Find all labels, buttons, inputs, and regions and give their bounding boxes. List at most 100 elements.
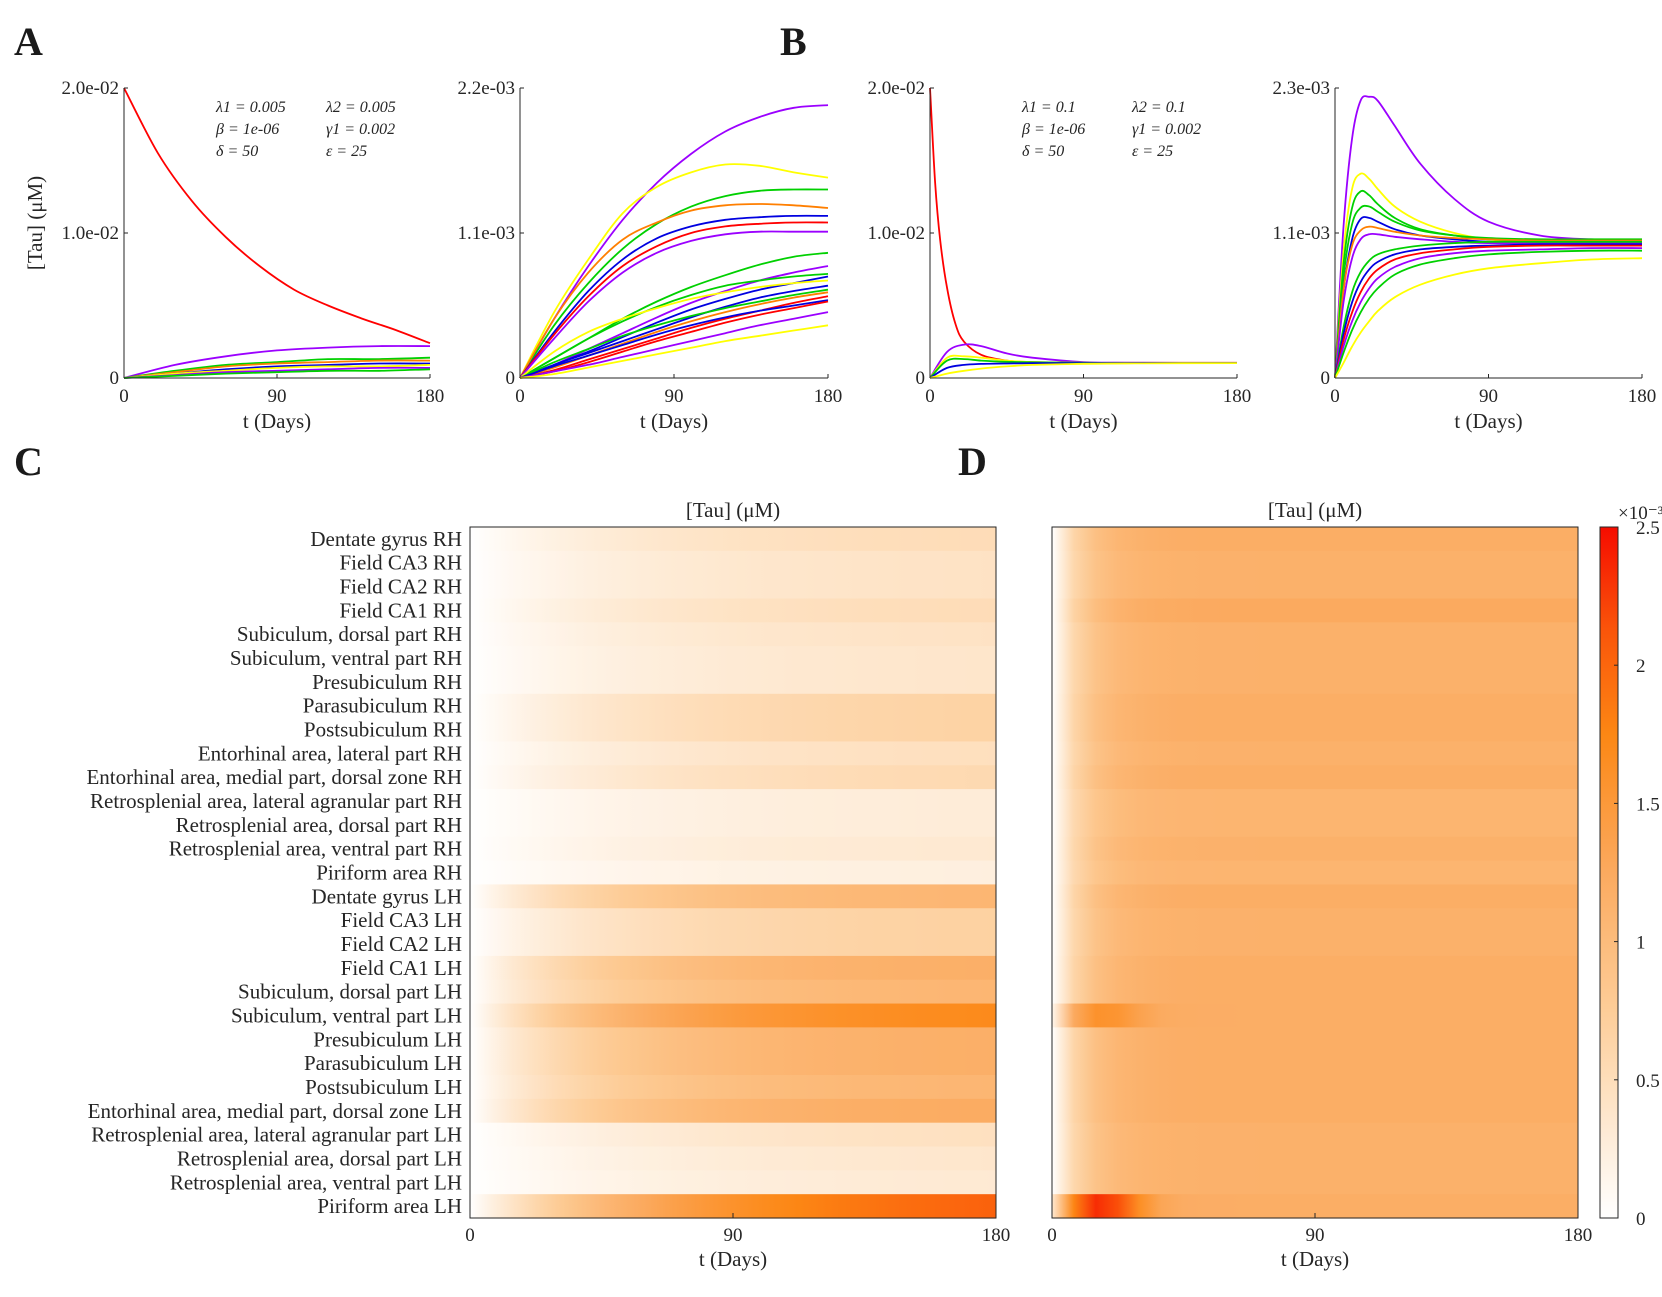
heatmap-row	[470, 932, 996, 957]
heatmap-row	[470, 884, 996, 909]
y-tick-label: 0	[506, 368, 516, 389]
series-line-r13	[519, 284, 829, 379]
y-axis-label: [Tau] (μM)	[23, 176, 47, 270]
series-line-r18	[519, 300, 829, 379]
row-label: Subiculum, ventral part LH	[231, 1004, 462, 1028]
colorbar-tick-label: 2	[1636, 656, 1646, 677]
colorbar-tick-label: 2.5	[1636, 518, 1660, 539]
heatmap-row	[1052, 908, 1578, 933]
x-tick-label: 90	[665, 386, 684, 407]
heatmap-title: [Tau] (μM)	[686, 498, 780, 522]
row-label: Entorhinal area, medial part, dorsal zon…	[86, 765, 462, 789]
param-text: ε = 25	[1132, 143, 1173, 160]
colorbar-tick-label: 1	[1636, 933, 1646, 954]
row-label: Field CA3 RH	[339, 551, 462, 575]
row-label: Retrosplenial area, ventral part LH	[170, 1170, 462, 1194]
param-text: λ1 = 0.1	[1021, 99, 1076, 116]
series-line-b1	[929, 343, 1238, 379]
x-tick-label: 0	[1047, 1225, 1057, 1246]
series-line-r5	[519, 214, 829, 379]
heatmap-row	[1052, 1003, 1578, 1028]
y-tick-label: 2.3e-03	[1272, 78, 1330, 99]
series-line-s5	[123, 364, 431, 379]
row-label: Postsubiculum LH	[305, 1075, 462, 1099]
heatmap-row	[470, 836, 996, 862]
row-label: Retrosplenial area, lateral agranular pa…	[91, 1123, 462, 1147]
row-label: Parasubiculum RH	[303, 694, 462, 718]
heatmap-row	[470, 955, 996, 981]
x-tick-label: 90	[1306, 1225, 1325, 1246]
heatmap-row	[1052, 860, 1578, 886]
heatmap-row	[1052, 622, 1578, 647]
x-axis-label: t (Days)	[640, 409, 708, 433]
heatmap-row	[470, 669, 996, 695]
heatmap-row	[1052, 1027, 1578, 1052]
x-tick-label: 0	[119, 386, 129, 407]
param-text: β = 1e-06	[215, 121, 279, 138]
y-tick-label: 0	[1321, 368, 1331, 389]
y-tick-label: 2.0e-02	[61, 78, 119, 99]
line-chart-A-right: 0 90 180 0 1.1e-03 2.2e-03 t (Days)	[457, 78, 842, 433]
series-line-q13	[1334, 257, 1643, 379]
row-label: Retrosplenial area, lateral agranular pa…	[90, 789, 462, 813]
panel-letter-a: A	[14, 19, 43, 64]
heatmap-row	[470, 1051, 996, 1076]
heatmap-row	[470, 741, 996, 766]
colorbar-gradient	[1599, 526, 1619, 1219]
series-line-r9	[519, 265, 829, 379]
x-axis-label: t (Days)	[1281, 1247, 1349, 1271]
x-tick-label: 90	[1479, 386, 1498, 407]
row-label: Field CA1 LH	[341, 956, 462, 980]
series-line-r4	[519, 203, 829, 379]
x-tick-label: 0	[925, 386, 935, 407]
x-axis-label: t (Days)	[243, 409, 311, 433]
param-text: λ1 = 0.005	[215, 99, 286, 116]
y-tick-label: 1.1e-03	[457, 223, 515, 244]
x-tick-label: 180	[982, 1225, 1011, 1246]
x-tick-label: 90	[268, 386, 287, 407]
heatmap-row	[1052, 741, 1578, 766]
row-label: Piriform area LH	[317, 1194, 462, 1218]
row-label: Dentate gyrus RH	[310, 527, 462, 551]
panel-letter-c: C	[14, 439, 43, 484]
x-tick-label: 180	[416, 386, 445, 407]
line-chart-B-left: 0 90 180 0 1.0e-02 2.0e-02 t (Days) λ1 = 0.1 λ2 …	[867, 78, 1251, 433]
series-line-r19	[519, 311, 829, 379]
series-line-q10	[1334, 244, 1642, 379]
series-line-r6	[519, 221, 829, 379]
line-chart-A-left: 0 90 180 0 1.0e-02 2.0e-02 t (Days) [Tau] (μM) λ…	[23, 78, 444, 433]
heatmap-row	[1052, 717, 1578, 743]
heatmap-row	[470, 765, 996, 790]
colorbar: 0 0.5 1 1.5 2 2.5×10⁻³	[1599, 503, 1662, 1230]
heatmap-row	[1052, 574, 1578, 600]
series-line-s7	[123, 368, 431, 379]
heatmap-row	[470, 717, 996, 743]
row-label: Retrosplenial area, dorsal part RH	[176, 813, 462, 837]
heatmap-row	[1052, 669, 1578, 695]
heatmap-row	[1052, 527, 1578, 552]
row-label: Field CA2 RH	[339, 575, 462, 599]
series-line-q9	[1334, 243, 1642, 379]
heatmap-row	[470, 598, 996, 623]
series-line-q8	[1334, 240, 1642, 379]
heatmap-row	[1052, 765, 1578, 790]
panel-letter-b: B	[780, 19, 807, 64]
series-line-r12	[519, 279, 829, 379]
row-label: Field CA3 LH	[341, 908, 462, 932]
row-label: Piriform area RH	[316, 861, 462, 885]
x-tick-label: 90	[724, 1225, 743, 1246]
y-tick-label: 1.0e-02	[61, 223, 119, 244]
row-label: Field CA2 LH	[341, 932, 462, 956]
param-text: γ1 = 0.002	[326, 121, 395, 138]
row-label: Field CA1 RH	[339, 598, 462, 622]
row-label: Entorhinal area, medial part, dorsal zon…	[88, 1099, 462, 1123]
series-line-q6	[1334, 225, 1642, 379]
colorbar-exponent: ×10⁻³	[1618, 503, 1662, 524]
heatmap-row	[1052, 1051, 1578, 1076]
line-chart-B-right: 0 90 180 0 1.1e-03 2.3e-03 t (Days)	[1272, 78, 1656, 433]
series-line-r1	[519, 104, 829, 379]
y-tick-label: 2.0e-02	[867, 78, 925, 99]
x-tick-label: 90	[1074, 386, 1093, 407]
